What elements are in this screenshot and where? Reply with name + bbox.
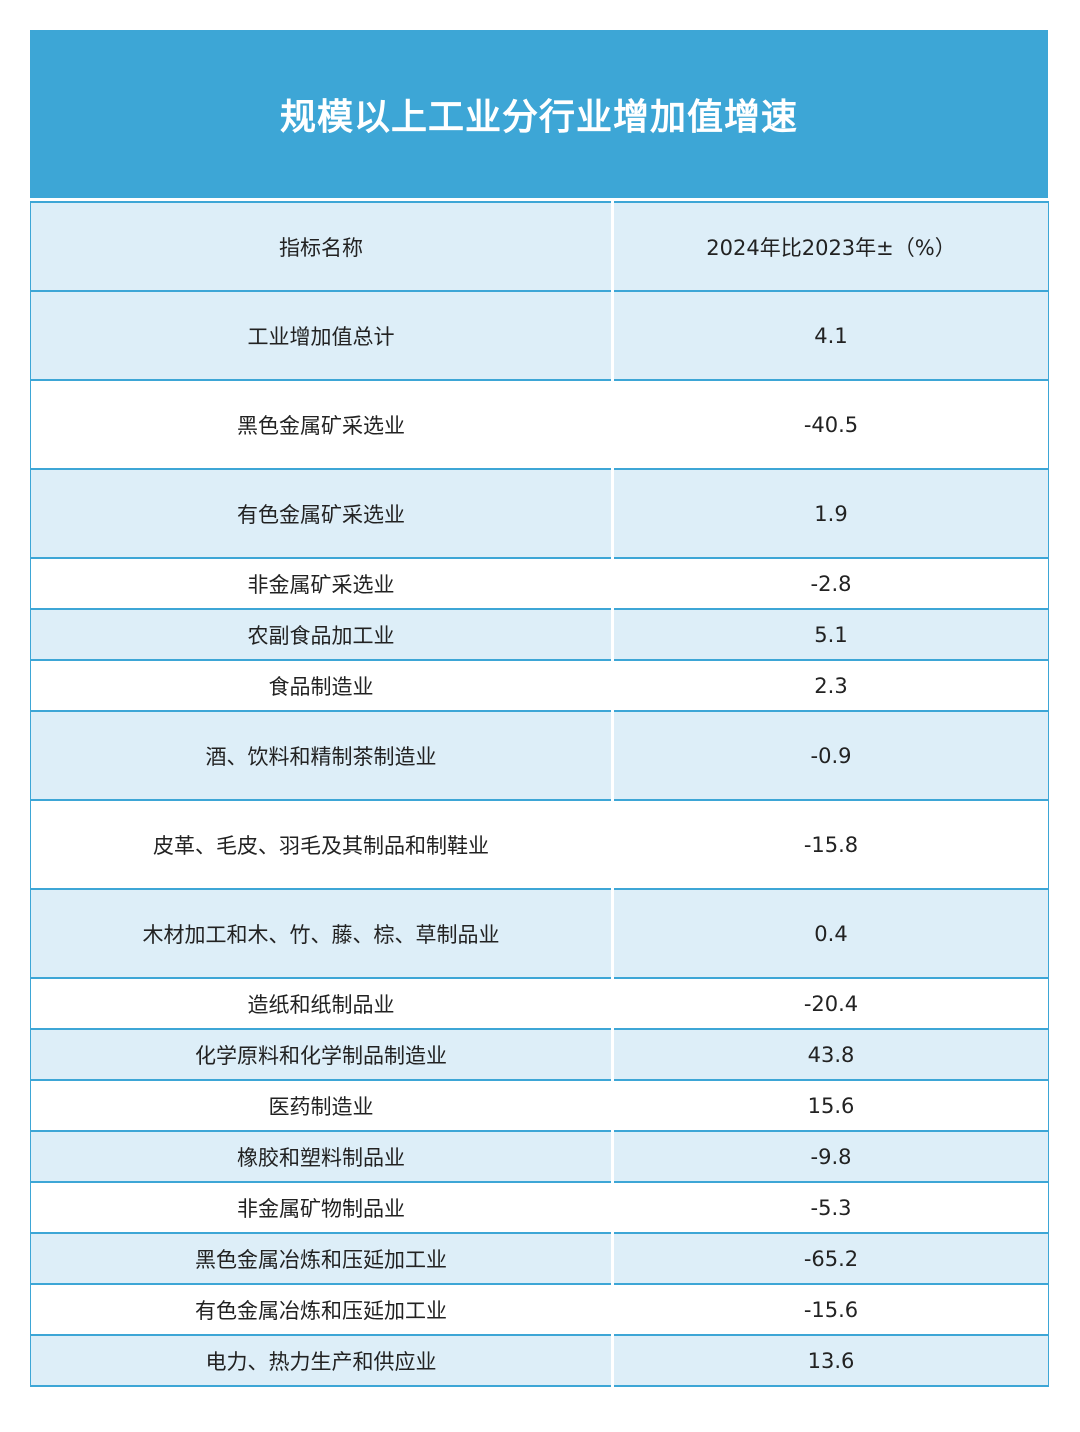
table-row: 木材加工和木、竹、藤、棕、草制品业 0.4 — [30, 888, 1049, 979]
table-row: 酒、饮料和精制茶制造业 -0.9 — [30, 710, 1049, 801]
table-row: 医药制造业 15.6 — [30, 1079, 1049, 1132]
table-row: 黑色金属冶炼和压延加工业 -65.2 — [30, 1232, 1049, 1285]
growth-value-cell: -5.3 — [612, 1181, 1049, 1234]
growth-value-cell: -9.8 — [612, 1130, 1049, 1183]
table-row: 化学原料和化学制品制造业 43.8 — [30, 1028, 1049, 1081]
indicator-name-cell: 工业增加值总计 — [30, 290, 614, 381]
table-row: 有色金属冶炼和压延加工业 -15.6 — [30, 1283, 1049, 1336]
indicator-name-cell: 木材加工和木、竹、藤、棕、草制品业 — [30, 888, 614, 979]
growth-value-cell: -2.8 — [612, 557, 1049, 610]
industry-growth-table: 指标名称 2024年比2023年±（%） 工业增加值总计 4.1 黑色金属矿采选业 -… — [30, 201, 1049, 1387]
table-row: 有色金属矿采选业 1.9 — [30, 468, 1049, 559]
table-row: 造纸和纸制品业 -20.4 — [30, 977, 1049, 1030]
table-title: 规模以上工业分行业增加值增速 — [279, 97, 798, 138]
indicator-name-cell: 造纸和纸制品业 — [30, 977, 614, 1030]
indicator-name-cell: 黑色金属冶炼和压延加工业 — [30, 1232, 614, 1285]
table-row: 橡胶和塑料制品业 -9.8 — [30, 1130, 1049, 1183]
indicator-name-cell: 医药制造业 — [30, 1079, 614, 1132]
table-row: 非金属矿物制品业 -5.3 — [30, 1181, 1049, 1234]
indicator-name-cell: 非金属矿物制品业 — [30, 1181, 614, 1234]
table-body: 指标名称 2024年比2023年±（%） 工业增加值总计 4.1 黑色金属矿采选业 -… — [30, 201, 1049, 1387]
growth-value-cell: 13.6 — [612, 1334, 1049, 1387]
growth-value-cell: -65.2 — [612, 1232, 1049, 1285]
indicator-name-cell: 农副食品加工业 — [30, 608, 614, 661]
table-row: 工业增加值总计 4.1 — [30, 290, 1049, 381]
data-table-container: 规模以上工业分行业增加值增速 指标名称 2024年比2023年±（%） 工业增加… — [30, 30, 1049, 1387]
table-header-row: 指标名称 2024年比2023年±（%） — [30, 201, 1049, 292]
table-row: 电力、热力生产和供应业 13.6 — [30, 1334, 1049, 1387]
growth-value-cell: 15.6 — [612, 1079, 1049, 1132]
growth-value-cell: -15.8 — [612, 799, 1049, 890]
table-row: 非金属矿采选业 -2.8 — [30, 557, 1049, 610]
growth-value-cell: -0.9 — [612, 710, 1049, 801]
indicator-name-cell: 酒、饮料和精制茶制造业 — [30, 710, 614, 801]
growth-value-cell: 2.3 — [612, 659, 1049, 712]
growth-value-cell: 43.8 — [612, 1028, 1049, 1081]
growth-value-cell: 1.9 — [612, 468, 1049, 559]
indicator-name-cell: 化学原料和化学制品制造业 — [30, 1028, 614, 1081]
table-row: 黑色金属矿采选业 -40.5 — [30, 379, 1049, 470]
indicator-name-cell: 橡胶和塑料制品业 — [30, 1130, 614, 1183]
indicator-name-cell: 黑色金属矿采选业 — [30, 379, 614, 470]
growth-value-cell: 4.1 — [612, 290, 1049, 381]
table-row: 皮革、毛皮、羽毛及其制品和制鞋业 -15.8 — [30, 799, 1049, 890]
growth-value-cell: 5.1 — [612, 608, 1049, 661]
growth-value-cell: 0.4 — [612, 888, 1049, 979]
title-bar: 规模以上工业分行业增加值增速 — [30, 30, 1048, 201]
indicator-name-cell: 电力、热力生产和供应业 — [30, 1334, 614, 1387]
growth-value-cell: -40.5 — [612, 379, 1049, 470]
column-header-value: 2024年比2023年±（%） — [612, 201, 1049, 292]
indicator-name-cell: 食品制造业 — [30, 659, 614, 712]
growth-value-cell: -20.4 — [612, 977, 1049, 1030]
growth-value-cell: -15.6 — [612, 1283, 1049, 1336]
table-row: 农副食品加工业 5.1 — [30, 608, 1049, 661]
table-row: 食品制造业 2.3 — [30, 659, 1049, 712]
indicator-name-cell: 皮革、毛皮、羽毛及其制品和制鞋业 — [30, 799, 614, 890]
indicator-name-cell: 有色金属冶炼和压延加工业 — [30, 1283, 614, 1336]
column-header-name: 指标名称 — [30, 201, 614, 292]
indicator-name-cell: 有色金属矿采选业 — [30, 468, 614, 559]
indicator-name-cell: 非金属矿采选业 — [30, 557, 614, 610]
